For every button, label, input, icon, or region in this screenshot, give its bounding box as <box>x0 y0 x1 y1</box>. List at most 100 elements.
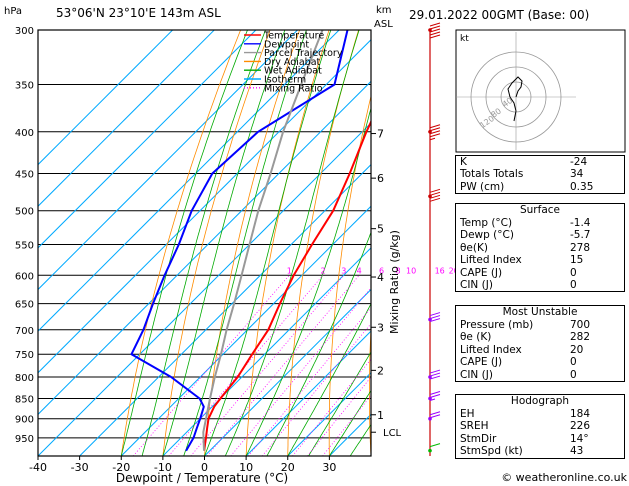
pressure-tick-label: 700 <box>15 326 34 337</box>
table-row: Lifted Index 20 <box>456 344 624 356</box>
wind-barb-flag <box>429 34 441 39</box>
row-key: StmSpd (kt) <box>460 445 523 458</box>
wind-barb-flag <box>429 124 441 129</box>
row-key: PW (cm) <box>460 180 505 193</box>
mixing-ratio-label: 3 <box>341 266 346 275</box>
wet-adiabat-line <box>287 302 371 456</box>
pressure-tick-label: 900 <box>15 415 34 426</box>
row-value: 282 <box>570 331 591 344</box>
wind-barb <box>429 312 441 323</box>
isotherm-line <box>162 247 371 456</box>
row-value: 20 <box>570 343 584 356</box>
wind-barb-flag <box>429 197 441 202</box>
wind-barb-flag <box>429 127 441 132</box>
table-row: CIN (J) 0 <box>456 279 624 291</box>
wind-barb <box>429 411 441 419</box>
wet-adiabat-line <box>141 30 266 456</box>
wind-barb-flag <box>429 372 441 377</box>
wind-barb-half <box>429 137 436 141</box>
table-row: StmSpd (kt) 43 <box>456 445 624 457</box>
asl-label: ASL <box>374 19 393 30</box>
legend-item: Wet Adiabat <box>264 66 322 77</box>
row-value: 0 <box>570 356 577 369</box>
mixing-ratio-label: 1 <box>287 266 292 275</box>
wind-barb <box>429 391 441 401</box>
table-row: θe(K) 278 <box>456 242 624 254</box>
km-tick-label: 5 <box>377 223 384 236</box>
legend-item: Parcel Trajectory <box>264 48 343 59</box>
pressure-tick-label: 400 <box>15 128 34 139</box>
credit-text: © weatheronline.co.uk <box>501 471 627 484</box>
row-key: CIN (J) <box>460 278 493 291</box>
wind-barb-flag <box>429 191 441 196</box>
mixing-ratio-label: 20 <box>449 266 459 275</box>
row-value: -5.7 <box>570 229 591 242</box>
profile-group <box>130 30 371 452</box>
table-row: PW (cm) 0.35 <box>456 181 624 193</box>
isotherm-line <box>38 30 215 207</box>
x-tick-label: 10 <box>239 461 253 474</box>
row-value: 43 <box>570 445 584 458</box>
x-tick-label: -20 <box>112 461 130 474</box>
wind-barb-flag <box>429 130 441 135</box>
wet-adiabat-line <box>266 231 371 456</box>
mixing-ratio-axis-label: Mixing Ratio (g/kg) <box>388 230 401 334</box>
mixing-ratio-line <box>230 287 371 456</box>
lcl-label: LCL <box>383 428 402 439</box>
wind-barb-flag <box>429 315 441 320</box>
table-row: StmDir 14° <box>456 433 624 445</box>
wind-barb-flag <box>429 375 441 380</box>
isotherm-line <box>38 80 371 416</box>
dry-adiabat-line <box>120 30 241 456</box>
row-key: CAPE (J) <box>460 266 503 279</box>
hodograph-unit-label: kt <box>460 34 469 44</box>
indices-table: K -24 Totals Totals 34 PW (cm) 0.35 <box>455 155 625 195</box>
legend-item: Isotherm <box>264 75 306 86</box>
km-tick-label: 7 <box>377 128 384 141</box>
table-row: Dewp (°C) -5.7 <box>456 229 624 241</box>
wet-adiabat-line <box>183 30 307 456</box>
mixing-ratio-label: 10 <box>406 266 416 275</box>
pressure-tick-label: 850 <box>15 394 34 405</box>
x-tick-label: -40 <box>29 461 47 474</box>
row-key: CIN (J) <box>460 368 493 381</box>
km-tick-label: 1 <box>377 409 384 422</box>
table-row: EH 184 <box>456 408 624 420</box>
row-key: Temp (°C) <box>460 217 513 229</box>
row-key: EH <box>460 408 475 420</box>
wind-barb-flag <box>429 188 441 193</box>
isotherm-line <box>245 330 371 456</box>
mixing-ratio-line <box>261 323 371 456</box>
wind-barb-flag <box>429 318 441 323</box>
table-title: Surface <box>519 204 560 216</box>
row-value: 15 <box>570 254 584 267</box>
row-value: 0.35 <box>570 180 594 193</box>
table-row: CAPE (J) 0 <box>456 267 624 279</box>
isotherm-line <box>38 30 257 249</box>
row-value: 184 <box>570 408 591 420</box>
wind-barb-flag <box>429 391 441 395</box>
isotherm-line <box>120 205 371 456</box>
dry-adiabat-line <box>245 30 330 456</box>
row-key: Dewp (°C) <box>460 229 514 242</box>
mixing-ratio-line <box>190 275 345 456</box>
row-value: 226 <box>570 420 591 433</box>
mixing-ratio-label: 16 <box>435 266 445 275</box>
row-key: θe (K) <box>460 331 492 344</box>
datetime-title: 29.01.2022 00GMT (Base: 00) <box>409 8 589 22</box>
dry-adiabat-line <box>162 30 271 456</box>
wind-column <box>428 22 441 456</box>
mixing-ratio-line <box>247 307 371 456</box>
wind-barb-flag <box>429 25 441 30</box>
row-value: 700 <box>570 319 591 331</box>
wind-barb-half <box>429 398 436 401</box>
x-axis-label: Dewpoint / Temperature (°C) <box>116 471 288 485</box>
mixing-ratio-label: 6 <box>379 266 384 275</box>
wind-barb <box>429 443 441 448</box>
pressure-tick-label: 500 <box>15 207 34 218</box>
dry-adiabat-line <box>369 321 371 456</box>
legend-item: Dewpoint <box>264 39 309 50</box>
isotherm-line <box>204 288 371 456</box>
